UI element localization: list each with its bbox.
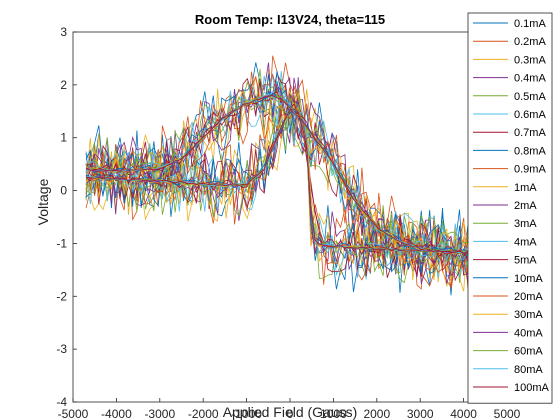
y-axis-label: Voltage [35,178,51,225]
y-tick-label: 0 [60,184,67,198]
chart-title: Room Temp: I13V24, theta=115 [195,12,385,27]
legend-entry: 0.3mA [514,54,546,66]
legend-entry: 30mA [514,309,543,321]
y-tick-label: 3 [60,25,67,39]
legend-entry: 3mA [514,218,537,230]
x-tick-label: 5000 [494,407,521,420]
legend-entry: 10mA [514,273,543,285]
x-tick-label: 3000 [407,407,434,420]
y-tick-label: -1 [56,236,67,250]
x-tick-label: 2000 [363,407,390,420]
legend-entry: 0.1mA [514,18,546,30]
legend-entry: 2mA [514,200,537,212]
x-tick-label: -4000 [101,407,132,420]
legend-entry: 0.8mA [514,145,546,157]
y-tick-label: -4 [56,395,67,409]
x-tick-label: 4000 [450,407,477,420]
legend[interactable]: 0.1mA 0.2mA 0.3mA 0.4mA 0.5mA 0.6mA 0.7mA 0.8mA… [468,13,552,403]
x-tick-label: -3000 [144,407,175,420]
legend-entry: 0.6mA [514,109,546,121]
legend-entry: 60mA [514,346,543,358]
legend-entry: 20mA [514,291,543,303]
legend-entry: 4mA [514,236,537,248]
legend-entry: 100mA [514,382,550,394]
legend-entry: 80mA [514,364,543,376]
legend-entry: 0.2mA [514,36,546,48]
y-tick-label: -2 [56,289,67,303]
legend-entry: 0.7mA [514,127,546,139]
legend-entry: 0.9mA [514,164,546,176]
y-tick-label: 2 [60,78,67,92]
y-tick-label: -3 [56,342,67,356]
x-tick-label: -2000 [188,407,219,420]
legend-entry: 5mA [514,255,537,267]
legend-entry: 40mA [514,327,543,339]
legend-entry: 0.5mA [514,91,546,103]
y-tick-label: 1 [60,131,67,145]
legend-entry: 1mA [514,182,537,194]
x-axis-label: Applied Field (Gauss) [223,404,358,420]
legend-entry: 0.4mA [514,73,546,85]
